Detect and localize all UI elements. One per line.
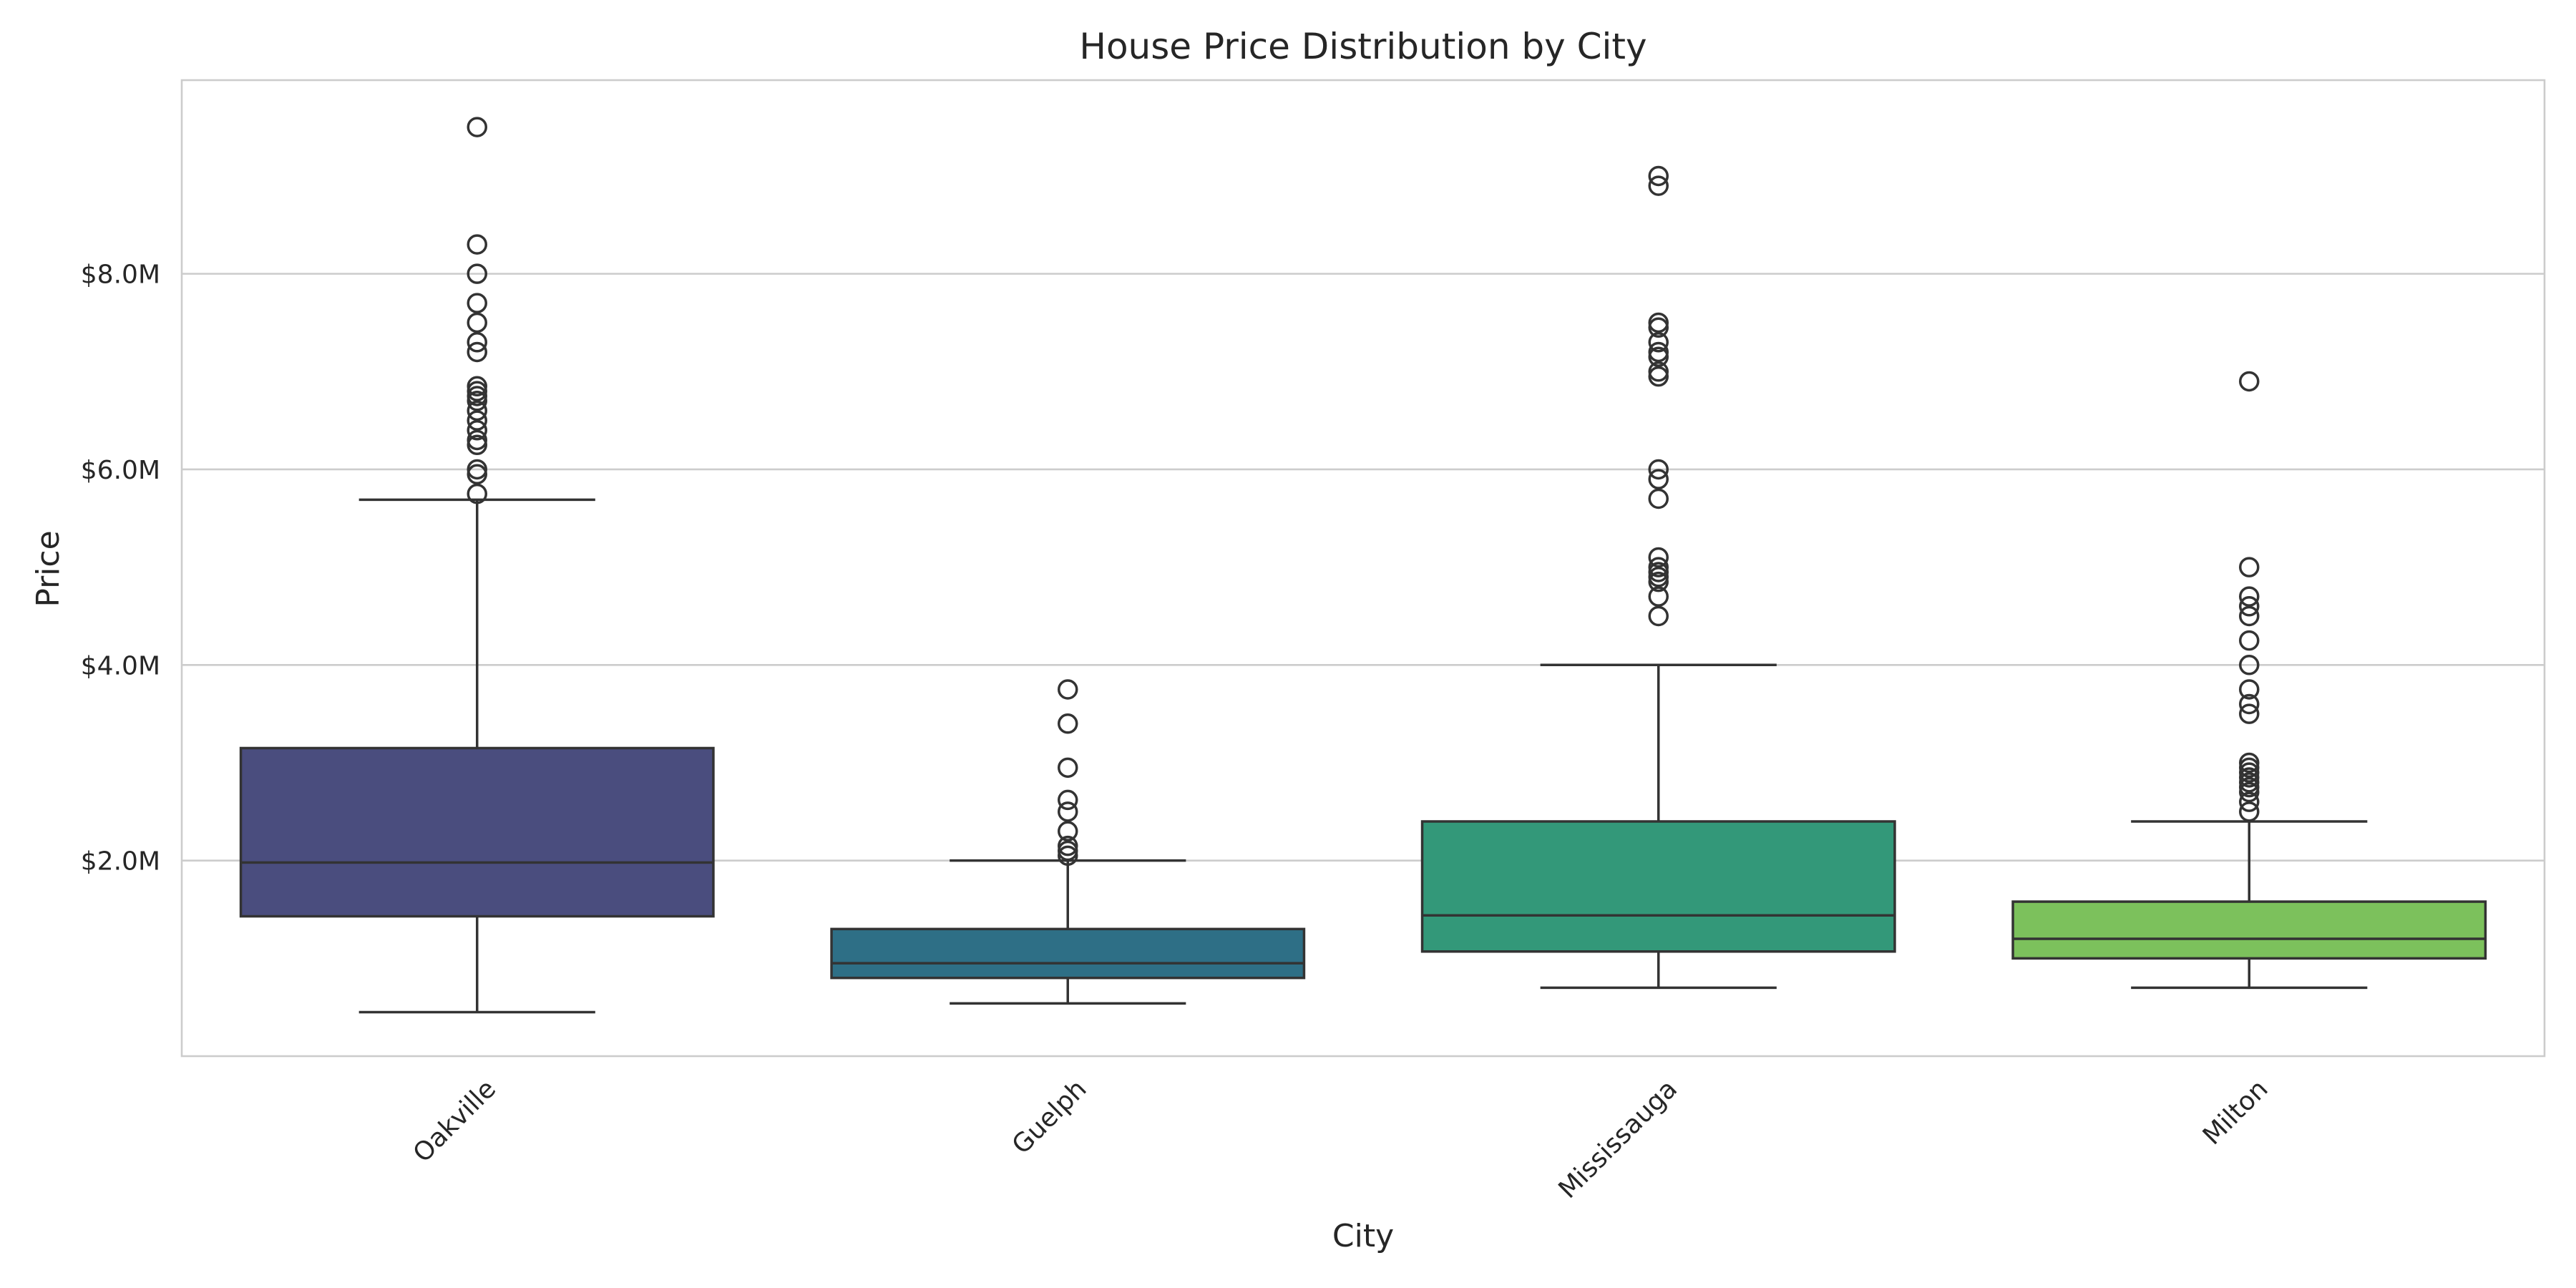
boxes xyxy=(239,117,2487,1014)
outlier-point xyxy=(1058,757,1078,779)
outlier-point xyxy=(2239,679,2260,700)
outlier-point xyxy=(467,341,487,363)
y-axis-label: Price xyxy=(30,530,67,607)
outlier-point xyxy=(2239,801,2260,822)
chart-title: House Price Distribution by City xyxy=(1079,26,1646,67)
outlier-point xyxy=(467,483,487,504)
outlier-point xyxy=(467,420,487,441)
iqr-box xyxy=(2011,900,2487,960)
outlier-point xyxy=(1058,713,1078,734)
outlier-point xyxy=(2239,596,2260,617)
outlier-point xyxy=(1058,679,1078,700)
outlier-point xyxy=(2239,557,2260,577)
iqr-box xyxy=(1420,820,1896,953)
outlier-point xyxy=(1058,835,1078,857)
outlier-point xyxy=(467,293,487,313)
x-tick-label: Guelph xyxy=(1007,1074,1093,1160)
box-group-guelph xyxy=(830,679,1306,1005)
x-tick-label: Oakville xyxy=(408,1074,502,1168)
outlier-point xyxy=(1648,332,1669,353)
outlier-point xyxy=(1648,469,1669,489)
outlier-point xyxy=(467,263,487,284)
outlier-point xyxy=(467,117,487,137)
iqr-box xyxy=(830,927,1306,980)
x-axis-label: City xyxy=(1332,1218,1394,1254)
outlier-point xyxy=(467,410,487,431)
outlier-point xyxy=(2239,703,2260,724)
outlier-point xyxy=(2239,791,2260,812)
outlier-point xyxy=(467,400,487,421)
outlier-point xyxy=(467,459,487,480)
outlier-point xyxy=(1648,586,1669,607)
box-group-mississauga xyxy=(1420,165,1896,990)
outlier-point xyxy=(467,312,487,333)
x-tick-labels: Oakville Guelph Mississauga Milton xyxy=(408,1074,2274,1204)
y-tick-label: $6.0M xyxy=(81,456,160,485)
y-tick-label: $2.0M xyxy=(81,847,160,877)
outlier-point xyxy=(2239,752,2260,774)
outlier-point xyxy=(467,376,487,397)
outlier-point xyxy=(1648,459,1669,480)
outlier-point xyxy=(467,332,487,353)
box-group-milton xyxy=(2011,371,2487,990)
outlier-point xyxy=(1648,488,1669,509)
y-tick-label: $4.0M xyxy=(81,651,160,680)
outlier-point xyxy=(1648,547,1669,568)
outlier-point xyxy=(2239,693,2260,715)
outlier-point xyxy=(2239,655,2260,675)
y-tick-labels: $2.0M $4.0M $6.0M $8.0M xyxy=(81,260,160,877)
outlier-point xyxy=(1058,801,1078,822)
outlier-point xyxy=(2239,605,2260,627)
outlier-point xyxy=(1648,312,1669,333)
outlier-point xyxy=(1648,341,1669,363)
grid-lines xyxy=(182,273,2545,862)
outlier-point xyxy=(1648,557,1669,577)
box-group-oakville xyxy=(239,117,715,1014)
outlier-point xyxy=(1648,361,1669,382)
outlier-point xyxy=(1058,789,1078,811)
iqr-box xyxy=(239,746,715,918)
x-tick-label: Mississauga xyxy=(1553,1074,1683,1204)
outlier-point xyxy=(467,234,487,255)
outlier-point xyxy=(1058,821,1078,841)
outlier-point xyxy=(2239,586,2260,607)
outlier-point xyxy=(467,429,487,451)
outlier-point xyxy=(1648,165,1669,187)
outlier-point xyxy=(1648,605,1669,627)
plot-frame xyxy=(180,79,2546,1058)
outlier-point xyxy=(2239,630,2260,651)
outlier-point xyxy=(2239,371,2260,392)
x-tick-label: Milton xyxy=(2197,1074,2274,1151)
outlier-point xyxy=(1648,175,1669,196)
y-tick-label: $8.0M xyxy=(81,260,160,290)
